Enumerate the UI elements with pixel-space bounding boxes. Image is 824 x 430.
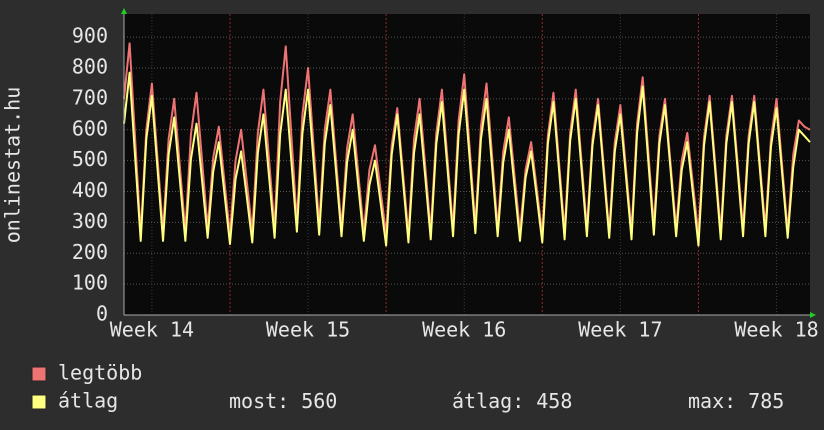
- legend-label: átlag: [58, 389, 118, 413]
- y-tick-label: 400: [72, 178, 108, 202]
- series-line: [123, 42, 811, 236]
- stat-label: max:: [688, 389, 736, 413]
- plot-area: [124, 14, 810, 315]
- legend-label: legtöbb: [58, 361, 142, 385]
- legend-swatch: [31, 366, 47, 382]
- x-tick-label: Week 17: [578, 318, 662, 342]
- stat-value: 458: [536, 389, 572, 413]
- x-tick-label: Week 14: [110, 318, 194, 342]
- x-tick-label: Week 18: [734, 318, 818, 342]
- x-tick-label: Week 16: [422, 318, 506, 342]
- stat-label: átlag:: [452, 389, 524, 413]
- labels: 0 100 200 300 400 500 600 700 800 900 Week 14 Week …: [72, 24, 819, 342]
- y-tick-label: 0: [96, 302, 108, 326]
- y-arrow: [121, 8, 127, 14]
- stat: max: 785: [688, 389, 784, 413]
- legend: legtöbb átlag most: 560 átlag: 458 max: 785: [31, 361, 784, 413]
- stat: átlag: 458: [452, 389, 572, 413]
- y-tick-label: 900: [72, 24, 108, 48]
- lines: [123, 42, 811, 247]
- y-tick-label: 800: [72, 55, 108, 79]
- legend-swatch: [31, 394, 47, 410]
- y-axis-label: onlinestat.hu: [1, 87, 25, 244]
- y-tick-label: 600: [72, 116, 108, 140]
- stat-value: 560: [301, 389, 337, 413]
- x-tick-label: Week 15: [266, 318, 350, 342]
- stat-value: 785: [748, 389, 784, 413]
- x-arrow: [810, 312, 816, 318]
- y-tick-label: 200: [72, 240, 108, 264]
- stat-label: most:: [229, 389, 289, 413]
- y-tick-label: 300: [72, 209, 108, 233]
- y-tick-label: 100: [72, 271, 108, 295]
- series-line: [123, 71, 811, 247]
- y-tick-label: 700: [72, 85, 108, 109]
- stat: most: 560: [229, 389, 337, 413]
- y-tick-label: 500: [72, 147, 108, 171]
